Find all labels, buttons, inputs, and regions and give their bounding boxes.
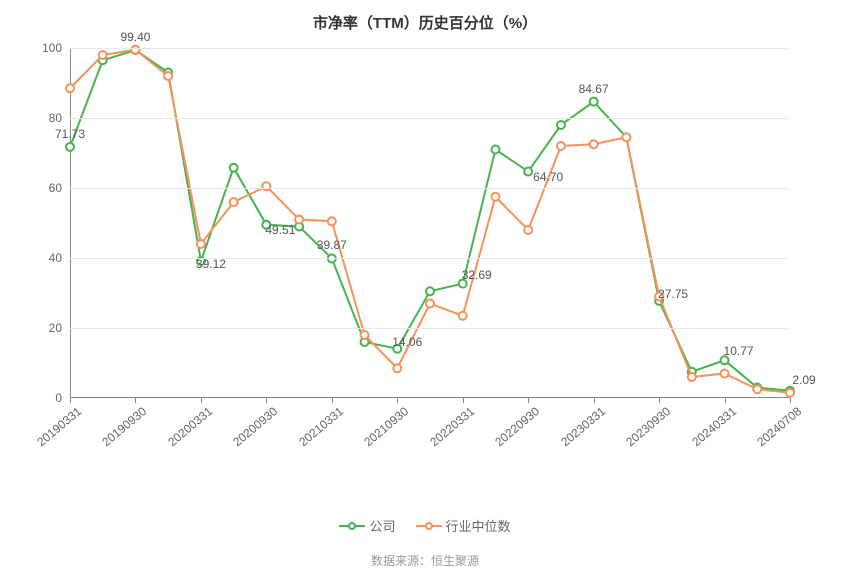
gridline [70, 328, 790, 329]
series-marker [524, 168, 532, 176]
y-axis-label: 60 [49, 181, 70, 195]
series-marker [786, 389, 794, 397]
series-marker [230, 164, 238, 172]
series-marker [491, 193, 499, 201]
x-axis-label: 20210930 [358, 400, 412, 450]
legend-item[interactable]: 公司 [339, 516, 395, 535]
series-marker [99, 51, 107, 59]
source-note: 数据来源：恒生聚源 [0, 552, 850, 569]
series-marker [131, 46, 139, 54]
x-axis-label: 20240331 [685, 400, 739, 450]
gridline [70, 118, 790, 119]
x-axis-label: 20220930 [489, 400, 543, 450]
series-marker [66, 84, 74, 92]
x-axis-label: 20190930 [96, 400, 150, 450]
x-axis-label: 20210331 [292, 400, 346, 450]
series-marker [164, 72, 172, 80]
x-axis-label: 20220331 [423, 400, 477, 450]
series-marker [426, 287, 434, 295]
y-axis-label: 100 [42, 41, 70, 55]
series-marker [295, 216, 303, 224]
gridline [70, 258, 790, 259]
chart-svg [70, 48, 790, 398]
series-marker [66, 143, 74, 151]
series-marker [590, 98, 598, 106]
data-label: 32.69 [462, 268, 492, 282]
series-marker [557, 142, 565, 150]
series-marker [557, 121, 565, 129]
data-label: 10.77 [724, 344, 754, 358]
data-label: 64.70 [533, 170, 563, 184]
data-label: 49.51 [265, 223, 295, 237]
data-label: 84.67 [579, 82, 609, 96]
x-axis-label: 20200930 [227, 400, 281, 450]
legend-marker-icon [339, 519, 365, 533]
gridline [70, 188, 790, 189]
series-marker [426, 300, 434, 308]
series-line [70, 50, 790, 393]
series-marker [197, 240, 205, 248]
series-marker [328, 217, 336, 225]
legend-label: 行业中位数 [446, 516, 511, 535]
x-axis-label: 20190331 [30, 400, 84, 450]
series-marker [753, 385, 761, 393]
legend-label: 公司 [369, 516, 395, 535]
series-marker [262, 182, 270, 190]
legend-item[interactable]: 行业中位数 [416, 516, 511, 535]
gridline [70, 48, 790, 49]
y-axis-label: 20 [49, 321, 70, 335]
x-axis-label: 20240708 [750, 400, 804, 450]
x-axis-label: 20200331 [161, 400, 215, 450]
data-label: 99.40 [120, 30, 150, 44]
data-label: 14.06 [392, 335, 422, 349]
legend-marker-icon [416, 519, 442, 533]
series-marker [361, 331, 369, 339]
series-marker [459, 312, 467, 320]
series-marker [721, 370, 729, 378]
series-marker [622, 133, 630, 141]
series-marker [230, 198, 238, 206]
data-label: 2.09 [792, 373, 815, 387]
series-marker [491, 146, 499, 154]
series-marker [590, 140, 598, 148]
legend: 公司 行业中位数 [0, 516, 850, 536]
series-marker [688, 373, 696, 381]
data-label: 39.87 [317, 238, 347, 252]
series-marker [524, 226, 532, 234]
y-axis-label: 80 [49, 111, 70, 125]
series-marker [393, 364, 401, 372]
data-label: 39.12 [196, 257, 226, 271]
x-axis-label: 20230331 [554, 400, 608, 450]
series-line [70, 50, 790, 391]
data-label: 27.75 [658, 287, 688, 301]
y-axis-label: 40 [49, 251, 70, 265]
chart-container: 市净率（TTM）历史百分位（%） 02040608010020190331201… [0, 0, 850, 575]
plot-area: 0204060801002019033120190930202003312020… [70, 48, 790, 398]
x-axis-label: 20230930 [619, 400, 673, 450]
data-label: 71.73 [55, 127, 85, 141]
